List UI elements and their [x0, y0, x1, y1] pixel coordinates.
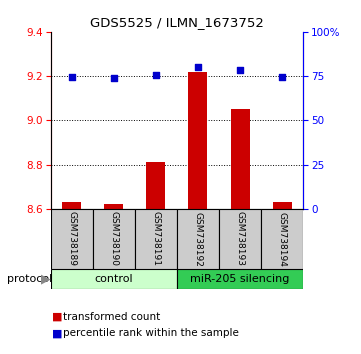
- Text: GSM738189: GSM738189: [67, 211, 76, 267]
- Text: transformed count: transformed count: [63, 312, 160, 322]
- Bar: [219, 209, 261, 269]
- Bar: [135, 209, 177, 269]
- Point: [195, 64, 201, 70]
- Text: GDS5525 / ILMN_1673752: GDS5525 / ILMN_1673752: [90, 16, 264, 29]
- Bar: [146, 162, 165, 209]
- Point: [237, 67, 243, 73]
- Text: GSM738190: GSM738190: [109, 211, 118, 267]
- Bar: [177, 269, 303, 289]
- Text: ■: ■: [52, 312, 63, 322]
- Bar: [231, 109, 249, 209]
- Text: GSM738192: GSM738192: [193, 211, 203, 267]
- Bar: [62, 202, 81, 209]
- Text: miR-205 silencing: miR-205 silencing: [190, 274, 290, 284]
- Text: percentile rank within the sample: percentile rank within the sample: [63, 329, 239, 338]
- Text: GSM738193: GSM738193: [236, 211, 244, 267]
- Bar: [51, 269, 177, 289]
- Bar: [261, 209, 303, 269]
- Bar: [177, 209, 219, 269]
- Text: GSM738191: GSM738191: [151, 211, 160, 267]
- Text: protocol: protocol: [7, 274, 52, 284]
- Text: control: control: [95, 274, 133, 284]
- Bar: [51, 209, 93, 269]
- Bar: [188, 72, 208, 209]
- Text: ▶: ▶: [42, 273, 51, 285]
- Text: ■: ■: [52, 329, 63, 338]
- Bar: [273, 202, 292, 209]
- Bar: [93, 209, 135, 269]
- Point: [69, 74, 74, 80]
- Point: [279, 74, 285, 80]
- Bar: [104, 205, 123, 209]
- Point: [111, 75, 117, 81]
- Point: [153, 73, 159, 78]
- Text: GSM738194: GSM738194: [278, 211, 287, 267]
